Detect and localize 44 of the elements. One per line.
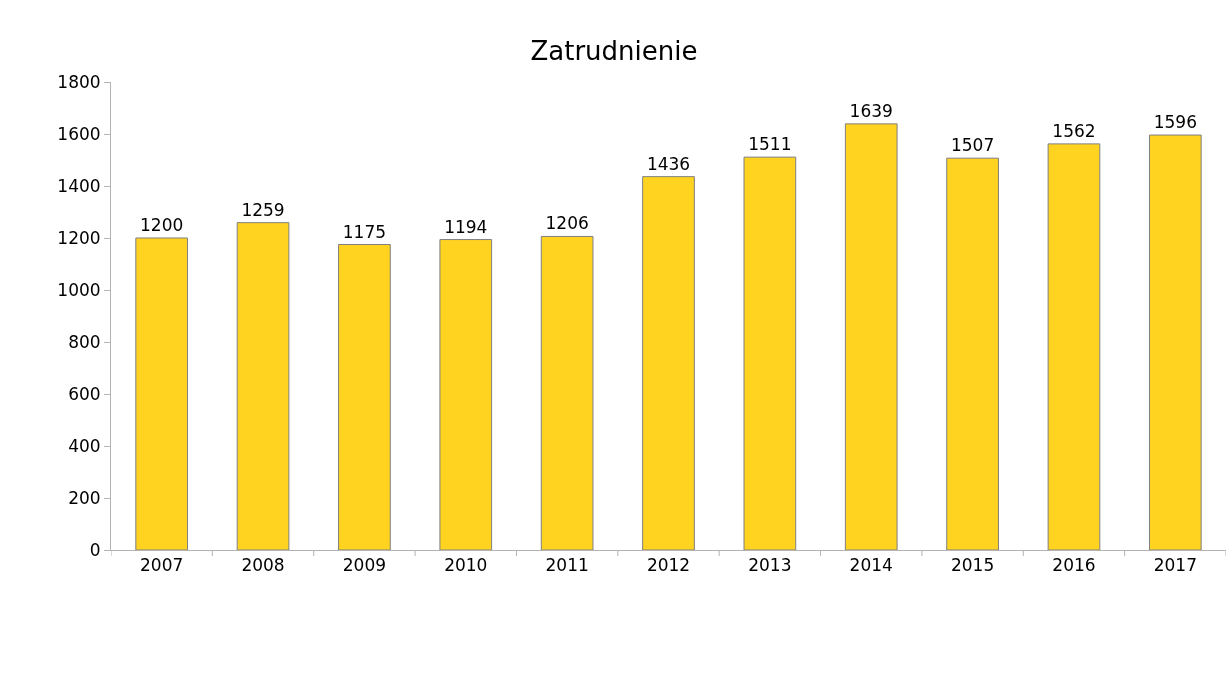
data-label: 1259 xyxy=(241,199,285,220)
data-label: 1194 xyxy=(444,216,488,237)
y-tick-label: 1600 xyxy=(57,123,101,144)
y-tick-label: 800 xyxy=(68,331,101,352)
x-tick-label: 2016 xyxy=(1052,555,1096,576)
data-label: 1507 xyxy=(950,135,995,156)
bar xyxy=(135,237,189,550)
y-tick-label: 0 xyxy=(89,539,101,560)
y-tick-label: 1000 xyxy=(57,279,101,300)
x-tick-label: 2017 xyxy=(1153,555,1197,576)
bar xyxy=(338,244,391,550)
x-tick-label: 2015 xyxy=(950,555,995,576)
y-tick-label: 400 xyxy=(68,435,101,456)
x-tick-label: 2007 xyxy=(140,555,184,576)
chart-title: Zatrudnienie xyxy=(530,35,698,66)
bar xyxy=(1047,143,1101,550)
x-tick-label: 2013 xyxy=(748,555,792,576)
x-tick-label: 2008 xyxy=(241,555,285,576)
bar xyxy=(236,222,290,550)
data-label: 1206 xyxy=(545,213,589,234)
x-tick-label: 2010 xyxy=(444,555,488,576)
data-label: 1511 xyxy=(748,134,792,155)
x-tick-label: 2012 xyxy=(646,555,691,576)
bar xyxy=(1148,134,1202,550)
data-label: 1562 xyxy=(1052,120,1096,141)
data-label: 1200 xyxy=(140,215,184,235)
data-label: 1175 xyxy=(342,221,387,242)
y-tick-label: 600 xyxy=(68,383,101,404)
bar xyxy=(844,123,898,550)
bar xyxy=(540,235,594,550)
data-label: 1596 xyxy=(1153,112,1197,133)
y-tick-label: 1200 xyxy=(57,227,101,248)
bar xyxy=(946,157,999,550)
data-label: 1436 xyxy=(646,153,691,174)
x-tick-label: 2014 xyxy=(849,555,893,576)
x-tick-label: 2009 xyxy=(342,555,387,576)
y-tick-label: 1800 xyxy=(57,71,101,92)
data-label: 1639 xyxy=(849,100,893,121)
bar xyxy=(642,176,695,550)
y-tick-label: 200 xyxy=(68,487,101,508)
bar xyxy=(743,156,797,550)
x-tick-label: 2011 xyxy=(545,555,589,576)
y-tick-label: 1400 xyxy=(57,175,101,196)
bar xyxy=(439,239,493,550)
